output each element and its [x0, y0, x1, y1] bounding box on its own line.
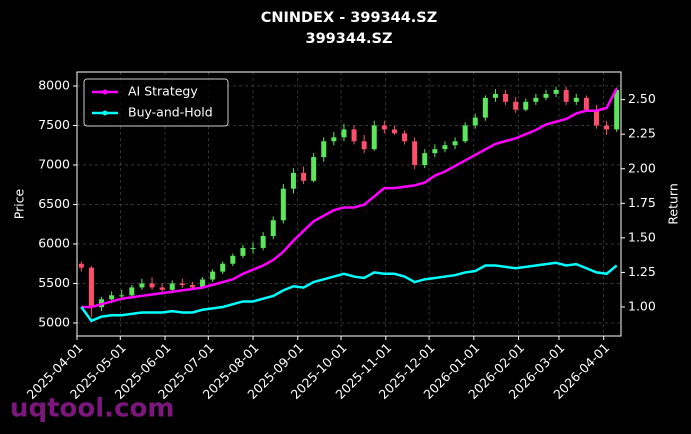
- candle-body: [189, 285, 195, 288]
- candle-body: [402, 133, 408, 142]
- candle-body: [604, 125, 610, 130]
- return-line: [81, 88, 618, 309]
- candle-body: [391, 129, 397, 134]
- candle-body: [492, 93, 498, 98]
- y2-axis-label: Return: [666, 183, 681, 224]
- legend-label: AI Strategy: [128, 84, 198, 99]
- candle-body: [351, 129, 357, 142]
- legend-marker: [102, 110, 108, 116]
- y2-tick-label: 1.75: [628, 195, 656, 210]
- candle-body: [573, 97, 579, 102]
- candle-body: [290, 172, 296, 189]
- candle-body: [553, 89, 559, 94]
- candle-body: [331, 137, 337, 142]
- y2-tick-label: 1.00: [628, 298, 656, 313]
- candle-body: [513, 101, 519, 110]
- candle-body: [472, 117, 478, 126]
- legend-box: [83, 78, 229, 127]
- y-tick-label: 5000: [38, 314, 70, 329]
- candle-body: [321, 141, 327, 158]
- candle-body: [159, 287, 165, 290]
- candle-body: [250, 247, 256, 249]
- candle-body: [583, 97, 589, 110]
- candle-body: [210, 271, 216, 280]
- candle-body: [462, 125, 468, 142]
- candle-body: [442, 145, 448, 150]
- candle-body: [78, 263, 84, 268]
- candle-body: [361, 141, 367, 150]
- candle-body: [129, 287, 135, 296]
- candle-body: [200, 279, 206, 288]
- return-line: [80, 261, 618, 323]
- candle-body: [311, 157, 317, 181]
- candle-body: [179, 283, 185, 286]
- candle-body: [533, 97, 539, 102]
- candle-body: [260, 236, 266, 248]
- plot-frame: [76, 71, 622, 337]
- y-tick-label: 5500: [38, 275, 70, 290]
- candle-body: [341, 129, 347, 138]
- candle-body: [220, 263, 226, 272]
- chart-subtitle: 399344.SZ: [306, 31, 393, 47]
- y-axis-label: Price: [12, 188, 27, 219]
- candle-body: [139, 283, 145, 288]
- candle-body: [270, 220, 276, 237]
- chart-title: CNINDEX - 399344.SZ: [261, 10, 438, 26]
- candle-body: [371, 125, 377, 150]
- y2-tick-label: 2.50: [628, 91, 656, 106]
- y2-tick-label: 2.00: [628, 160, 656, 175]
- y-tick-label: 6000: [38, 235, 70, 250]
- candle-body: [614, 89, 620, 130]
- y-tick-label: 8000: [38, 77, 70, 92]
- candle-body: [432, 149, 438, 154]
- legend-marker: [102, 89, 108, 95]
- candle-body: [593, 109, 599, 126]
- candle-body: [280, 188, 286, 221]
- candle-body: [381, 125, 387, 130]
- y-tick-label: 6500: [38, 196, 70, 211]
- candle-body: [563, 89, 569, 102]
- candle-body: [503, 93, 509, 102]
- candle-body: [523, 101, 529, 110]
- candle-body: [149, 283, 155, 288]
- candle-body: [452, 141, 458, 146]
- y2-tick-label: 1.50: [628, 229, 656, 244]
- y-tick-label: 7000: [38, 156, 70, 171]
- candle-body: [230, 255, 236, 264]
- candle-body: [240, 247, 246, 256]
- candle-body: [543, 93, 549, 98]
- candle-body: [109, 295, 115, 300]
- candle-body: [301, 172, 307, 181]
- candle-body: [482, 97, 488, 118]
- candle-body: [88, 267, 94, 308]
- legend-label: Buy-and-Hold: [128, 105, 213, 120]
- y-tick-label: 7500: [38, 117, 70, 132]
- y2-tick-label: 2.25: [628, 126, 656, 141]
- watermark: uqtool.com: [10, 394, 174, 424]
- candle-body: [422, 153, 428, 165]
- y2-tick-label: 1.25: [628, 264, 656, 279]
- candle-body: [169, 283, 175, 290]
- candle-body: [412, 141, 418, 165]
- candle-body: [119, 295, 125, 297]
